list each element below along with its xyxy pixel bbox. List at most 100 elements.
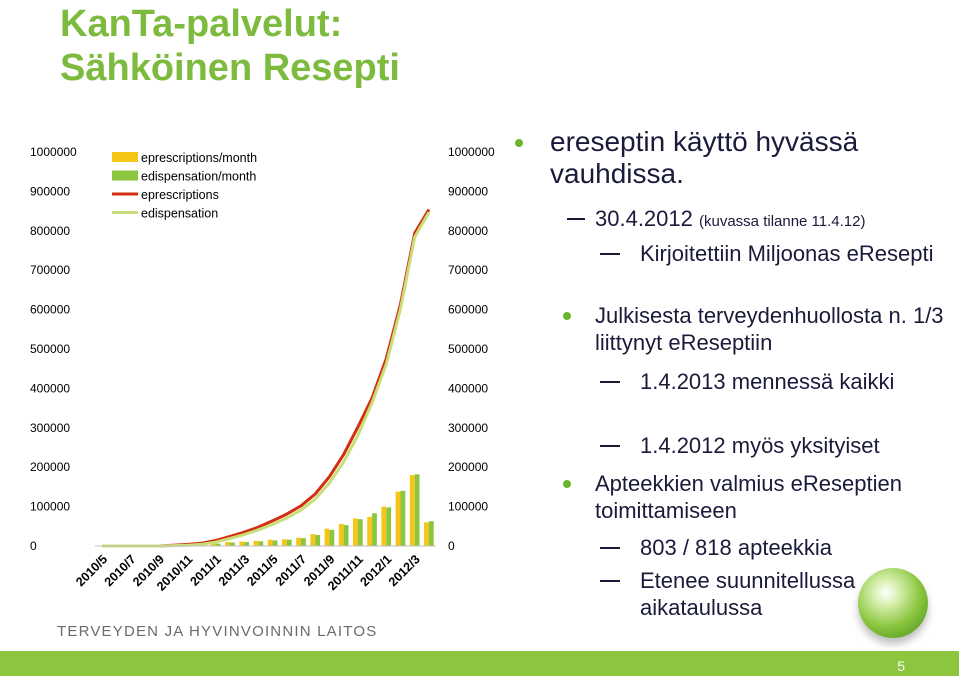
bar-edispensation-month <box>428 521 434 546</box>
dash-icon <box>600 580 620 582</box>
y-tick-label-right: 400000 <box>448 381 488 395</box>
y-tick-label-right: 500000 <box>448 342 488 356</box>
bar-eprescriptions-month <box>310 534 316 546</box>
bullet-item: 30.4.2012 (kuvassa tilanne 11.4.12) <box>567 205 866 235</box>
bullet-item: Apteekkien valmius eReseptien toimittami… <box>563 470 945 524</box>
dash-icon <box>567 218 585 220</box>
series-line-edispensation <box>102 211 431 548</box>
y-tick-label-left: 100000 <box>30 500 70 514</box>
bar-eprescriptions-month <box>296 537 302 546</box>
bar-edispensation-month <box>400 490 406 546</box>
bullet-text: Julkisesta terveydenhuollosta n. 1/3 lii… <box>595 303 944 355</box>
y-tick-label-left: 500000 <box>30 342 70 356</box>
bullet-text: 30.4.2012 <box>595 206 693 231</box>
bar-eprescriptions-month <box>253 540 259 546</box>
bar-eprescriptions-month <box>239 541 245 546</box>
bullet-item: Julkisesta terveydenhuollosta n. 1/3 lii… <box>563 302 955 356</box>
y-tick-label-right: 300000 <box>448 421 488 435</box>
slide-title: KanTa-palvelut: Sähköinen Resepti <box>60 2 400 90</box>
y-tick-label-left: 700000 <box>30 263 70 277</box>
bullet-note: (kuvassa tilanne 11.4.12) <box>699 213 866 230</box>
y-tick-label-right: 0 <box>448 539 455 553</box>
bar-eprescriptions-month <box>409 475 415 546</box>
dash-icon <box>600 381 620 383</box>
bullet-item: 1.4.2013 mennessä kaikki <box>600 368 900 395</box>
y-tick-label-left: 0 <box>30 539 37 553</box>
bullet-text: 803 / 818 apteekkia <box>640 535 833 560</box>
bar-edispensation-month <box>329 529 335 546</box>
bar-eprescriptions-month <box>324 528 330 546</box>
bullet-item: 803 / 818 apteekkia <box>600 534 940 561</box>
bullet-dot-icon <box>563 480 571 488</box>
x-tick-label: 2012/3 <box>386 552 423 589</box>
legend-entry: edispensation/month <box>141 170 256 184</box>
bar-eprescriptions-month <box>210 543 216 546</box>
slide-title-line-1: KanTa-palvelut: <box>60 3 343 45</box>
y-tick-label-right: 700000 <box>448 263 488 277</box>
dash-icon <box>600 445 620 447</box>
y-tick-label-left: 400000 <box>30 381 70 395</box>
y-tick-label-right: 100000 <box>448 500 488 514</box>
bullet-text: Etenee suunnitellussa aikataulussa <box>640 568 856 620</box>
bar-eprescriptions-month <box>353 518 358 546</box>
y-tick-label-right: 200000 <box>448 460 488 474</box>
y-tick-label-left: 600000 <box>30 303 70 317</box>
organization-name: TERVEYDEN JA HYVINVOINNIN LAITOS <box>57 623 378 640</box>
prescription-chart: 0 0 100000 100000 200000 200000 300000 300000 40… <box>30 145 495 594</box>
x-tick-label: 2011/3 <box>216 552 252 588</box>
x-tick-label: 2011/7 <box>273 552 309 588</box>
y-tick-label-left: 800000 <box>30 224 70 238</box>
legend-entry: eprescriptions/month <box>141 151 257 165</box>
bullet-item: Kirjoitettiin Miljoonas eResepti <box>600 240 940 267</box>
bullet-dot-icon <box>563 312 571 320</box>
bullet-dot-icon <box>515 139 523 147</box>
bar-edispensation-month <box>229 542 235 546</box>
bar-edispensation-month <box>215 543 221 546</box>
legend-swatch <box>112 152 138 162</box>
bar-eprescriptions-month <box>281 539 287 546</box>
slide-title-line-2: Sähköinen Resepti <box>60 47 400 89</box>
legend-swatch <box>112 170 138 181</box>
bar-edispensation-month <box>357 519 363 546</box>
bar-edispensation-month <box>372 513 377 546</box>
bullet-text: 1.4.2012 myös yksityiset <box>640 433 880 458</box>
bullet-item: Etenee suunnitellussa aikataulussa <box>600 567 900 621</box>
page-number: 5 <box>897 658 905 674</box>
y-tick-label-right: 900000 <box>448 184 488 198</box>
bar-eprescriptions-month <box>338 523 344 546</box>
bullet-text: 1.4.2013 mennessä kaikki <box>640 369 895 394</box>
y-tick-label-left: 300000 <box>30 421 70 435</box>
bar-eprescriptions-month <box>395 491 401 546</box>
y-tick-label-right: 1000000 <box>448 145 495 159</box>
y-tick-label-right: 800000 <box>448 224 488 238</box>
bar-edispensation-month <box>386 507 392 546</box>
footer-bar: 5 <box>0 651 959 676</box>
bar-edispensation-month <box>272 540 278 546</box>
bar-eprescriptions-month <box>267 539 273 546</box>
bar-edispensation-month <box>414 474 420 546</box>
bullet-text: Kirjoitettiin Miljoonas eResepti <box>640 241 934 266</box>
bar-edispensation-month <box>315 534 321 546</box>
bar-edispensation-month <box>258 541 264 546</box>
y-tick-label-left: 1000000 <box>30 145 77 159</box>
bar-edispensation-month <box>301 538 306 546</box>
bar-eprescriptions-month <box>424 522 429 546</box>
bar-eprescriptions-month <box>367 516 373 546</box>
bar-eprescriptions-month <box>381 506 387 546</box>
x-tick-label: 2011/1 <box>187 552 223 588</box>
y-tick-label-left: 900000 <box>30 184 70 198</box>
bar-eprescriptions-month <box>225 542 230 546</box>
y-tick-label-right: 600000 <box>448 303 488 317</box>
green-orb-logo-icon <box>858 568 928 638</box>
dash-icon <box>600 547 620 549</box>
bullet-item: ereseptin käyttö hyvässä vauhdissa. <box>515 126 955 190</box>
bar-edispensation-month <box>343 525 349 546</box>
dash-icon <box>600 253 620 255</box>
bullet-text: ereseptin käyttö hyvässä vauhdissa. <box>550 126 859 189</box>
legend-entry: eprescriptions <box>141 188 219 202</box>
y-tick-label-left: 200000 <box>30 460 70 474</box>
x-tick-label: 2011/5 <box>244 552 280 588</box>
bullet-text: Apteekkien valmius eReseptien toimittami… <box>595 471 902 523</box>
legend-entry: edispensation <box>141 207 218 221</box>
bar-edispensation-month <box>286 539 292 546</box>
